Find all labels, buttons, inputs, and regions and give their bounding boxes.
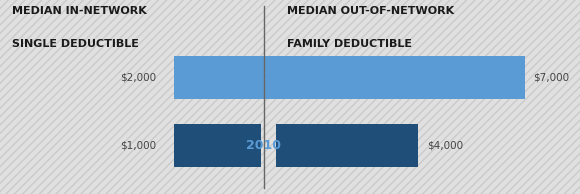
Bar — [276, 56, 525, 99]
Text: $7,000: $7,000 — [534, 73, 570, 83]
Text: MEDIAN IN-NETWORK: MEDIAN IN-NETWORK — [12, 6, 146, 16]
Text: SINGLE DEDUCTIBLE: SINGLE DEDUCTIBLE — [12, 39, 139, 49]
Text: MEDIAN OUT-OF-NETWORK: MEDIAN OUT-OF-NETWORK — [287, 6, 454, 16]
Text: FAMILY DEDUCTIBLE: FAMILY DEDUCTIBLE — [287, 39, 412, 49]
Text: 2015: 2015 — [246, 71, 281, 84]
Bar — [276, 124, 418, 167]
Text: $4,000: $4,000 — [427, 140, 463, 151]
Bar — [174, 124, 261, 167]
Text: 2010: 2010 — [246, 139, 281, 152]
Bar — [174, 56, 348, 99]
Text: $1,000: $1,000 — [121, 140, 157, 151]
Text: $2,000: $2,000 — [121, 73, 157, 83]
